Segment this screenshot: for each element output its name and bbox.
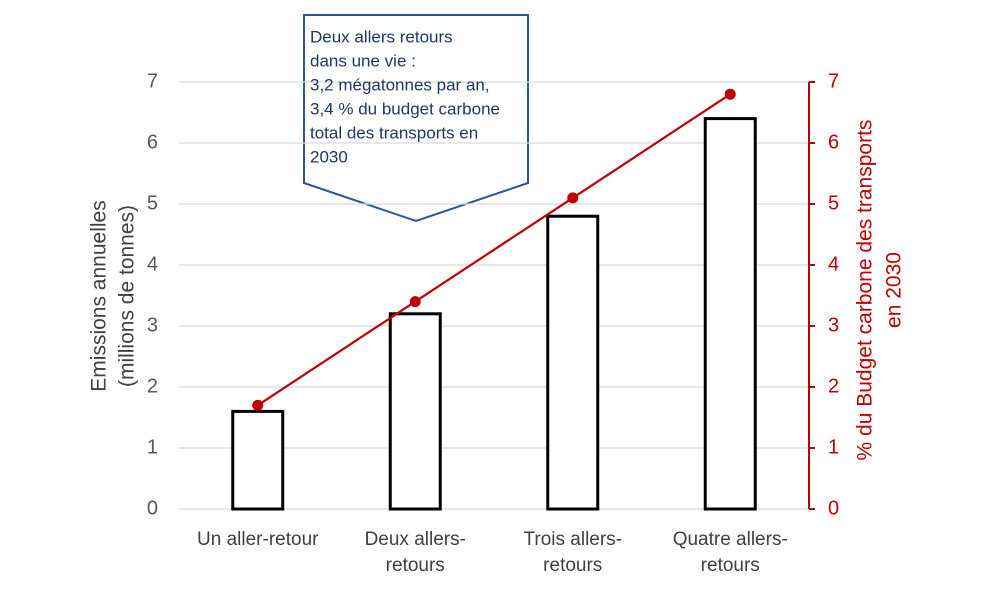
callout-text: 3,4 % du budget carbone (310, 99, 500, 118)
x-tick-label: retours (701, 555, 760, 576)
y2-tick-label: 6 (828, 131, 839, 153)
x-tick-label: retours (543, 555, 602, 576)
x-tick-label: Un aller-retour (197, 529, 319, 550)
y2-axis-title: en 2030 (883, 252, 906, 328)
y2-tick-label: 2 (828, 375, 839, 397)
y-tick-label: 1 (147, 436, 158, 458)
y2-tick-label: 5 (828, 192, 839, 214)
callout-text: Deux allers retours (310, 27, 453, 46)
y-axis-title: (millions de tonnes) (116, 205, 139, 387)
callout-text: total des transports en (310, 123, 478, 142)
callout-text: 3,2 mégatonnes par an, (310, 75, 490, 94)
bar (231, 409, 285, 511)
line-point (724, 88, 736, 100)
line-point (567, 192, 579, 204)
y-tick-label: 2 (147, 375, 158, 397)
y2-tick-label: 0 (828, 497, 839, 519)
x-tick-label: Trois allers- (523, 529, 622, 550)
callout-box (303, 14, 529, 223)
y-tick-label: 3 (147, 314, 158, 336)
y-tick-label: 4 (147, 253, 158, 275)
y2-tick-label: 3 (828, 314, 839, 336)
y-tick-label: 6 (147, 131, 158, 153)
callout-text: 2030 (310, 147, 348, 166)
x-tick-label: Deux allers- (365, 529, 466, 550)
y2-axis-title: % du Budget carbone des transports (854, 120, 877, 461)
y-tick-label: 5 (147, 192, 158, 214)
bar (546, 214, 600, 511)
y2-tick-label: 4 (828, 253, 839, 275)
line-point (252, 399, 264, 411)
x-tick-label: Quatre allers- (673, 529, 788, 550)
x-tick-label: retours (386, 555, 445, 576)
y-tick-label: 0 (147, 497, 158, 519)
bar (388, 312, 442, 511)
y2-tick-label: 7 (828, 70, 839, 92)
line (257, 93, 731, 407)
line-point (409, 296, 421, 308)
y-tick-label: 7 (147, 70, 158, 92)
y2-tick-label: 1 (828, 436, 839, 458)
callout-text: dans une vie : (310, 51, 416, 70)
y-axis-title: Emissions annuelles (88, 200, 111, 391)
bar (703, 117, 757, 511)
